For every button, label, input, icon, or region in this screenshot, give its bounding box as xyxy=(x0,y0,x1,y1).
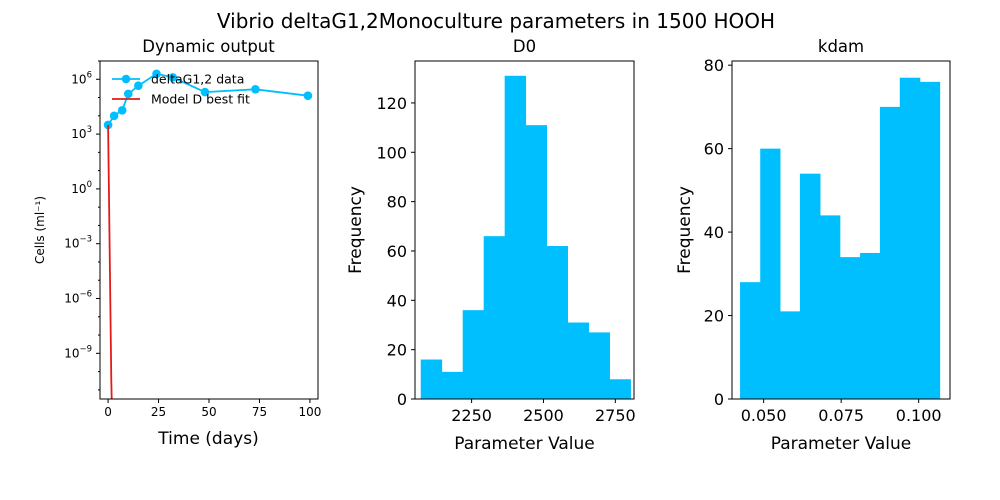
histogram-bar xyxy=(860,252,881,399)
y-axis-label: Cells (ml⁻¹) xyxy=(33,196,47,264)
data-point xyxy=(123,89,133,99)
plot-area xyxy=(740,77,941,400)
x-axis-label: Parameter Value xyxy=(771,434,912,454)
figure-suptitle: Vibrio deltaG1,2Monoculture parameters i… xyxy=(217,9,775,33)
histogram-bar xyxy=(919,81,941,399)
y-tick-label: 100 xyxy=(376,143,407,162)
data-point xyxy=(117,106,127,115)
axes: 0.050 0.075 0.100 0 20 40 60 80 xyxy=(704,56,951,425)
histogram-bar xyxy=(899,77,921,400)
x-tick-label: 2500 xyxy=(523,406,564,425)
y-tick-label: 103 xyxy=(71,125,92,141)
axes-frame xyxy=(99,60,319,400)
y-axis-label: Frequency xyxy=(675,186,695,274)
data-point xyxy=(109,111,119,121)
series-line-model xyxy=(107,124,113,399)
y-tick-label: 80 xyxy=(704,56,724,75)
axes-frame xyxy=(414,60,635,400)
histogram-bar xyxy=(420,359,443,399)
histogram-bar xyxy=(588,332,610,399)
plot-area xyxy=(420,75,631,399)
y-tick-label: 120 xyxy=(376,94,407,113)
data-point xyxy=(134,81,143,90)
panel-title: kdam xyxy=(818,37,864,56)
y-tick-label: 40 xyxy=(704,223,724,242)
x-axis-label: Parameter Value xyxy=(454,434,595,454)
y-tick-label: 100 xyxy=(71,180,92,196)
x-tick-label: 50 xyxy=(201,405,216,419)
y-tick-label: 60 xyxy=(704,140,724,159)
plot-area xyxy=(103,69,313,399)
panel-title: Dynamic output xyxy=(142,37,275,56)
x-tick-label: 0.100 xyxy=(896,406,942,425)
legend-label-model: Model D best fit xyxy=(151,92,250,107)
panel-title: D0 xyxy=(513,37,536,56)
histogram-bar xyxy=(567,322,589,399)
y-tick-label: 20 xyxy=(704,307,724,326)
x-tick-label: 75 xyxy=(252,405,267,419)
panel-kdam-histogram: kdam 0.050 0.075 0.100 0 20 40 60 80 Parameter … xyxy=(675,37,951,454)
x-axis-label: Time (days) xyxy=(157,429,258,449)
histogram-bar xyxy=(483,236,506,399)
y-tick-label: 40 xyxy=(387,291,407,310)
histogram-bar xyxy=(441,371,464,399)
histogram-bar xyxy=(820,215,841,399)
x-tick-label: 0.075 xyxy=(818,406,864,425)
histogram-bar xyxy=(879,106,901,399)
x-tick-label: 100 xyxy=(298,405,321,419)
y-tick-label: 106 xyxy=(71,70,92,86)
histogram-bar xyxy=(525,125,548,399)
data-point xyxy=(251,85,260,94)
data-point xyxy=(200,87,210,97)
histogram-bar xyxy=(760,148,781,399)
axes: 2250 2500 2750 0 20 40 60 80 100 120 xyxy=(376,60,636,425)
y-tick-label: 0 xyxy=(714,390,724,409)
panel-dynamic-output: Dynamic output 0 25 50 75 100 106 103 100 10−3 10… xyxy=(33,37,321,449)
data-point xyxy=(303,91,313,101)
data-point xyxy=(168,73,177,82)
data-point xyxy=(152,69,161,79)
legend-label-data: deltaG1,2 data xyxy=(151,72,244,87)
x-tick-label: 0.050 xyxy=(741,406,787,425)
x-tick-label: 25 xyxy=(151,405,166,419)
axes: 0 25 50 75 100 106 103 100 10−3 10−6 10−9 xyxy=(64,60,321,419)
legend: deltaG1,2 data Model D best fit xyxy=(112,72,250,107)
x-tick-label: 2750 xyxy=(595,406,636,425)
histogram-bar xyxy=(780,311,801,399)
histogram-bar xyxy=(839,257,861,399)
histogram-bar xyxy=(740,282,761,399)
y-tick-label: 60 xyxy=(387,242,407,261)
x-tick-label: 0 xyxy=(104,405,112,419)
y-tick-label: 10−6 xyxy=(64,290,92,306)
histogram-bar xyxy=(462,310,485,399)
y-tick-label: 20 xyxy=(387,341,407,360)
histogram-bar xyxy=(546,246,569,399)
histogram-bar xyxy=(609,379,631,399)
histogram-bar xyxy=(504,75,527,399)
y-tick-label: 10−3 xyxy=(64,235,92,251)
y-axis-label: Frequency xyxy=(346,186,366,274)
y-tick-label: 10−9 xyxy=(64,344,92,360)
y-tick-label: 80 xyxy=(387,193,407,212)
histogram-bar xyxy=(799,173,821,399)
panel-d0-histogram: D0 2250 2500 2750 0 20 40 60 80 100 120 Parameter… xyxy=(346,37,636,454)
legend-marker-data xyxy=(121,74,131,84)
y-tick-label: 0 xyxy=(397,390,407,409)
x-tick-label: 2250 xyxy=(451,406,492,425)
series-line-data xyxy=(107,72,309,126)
